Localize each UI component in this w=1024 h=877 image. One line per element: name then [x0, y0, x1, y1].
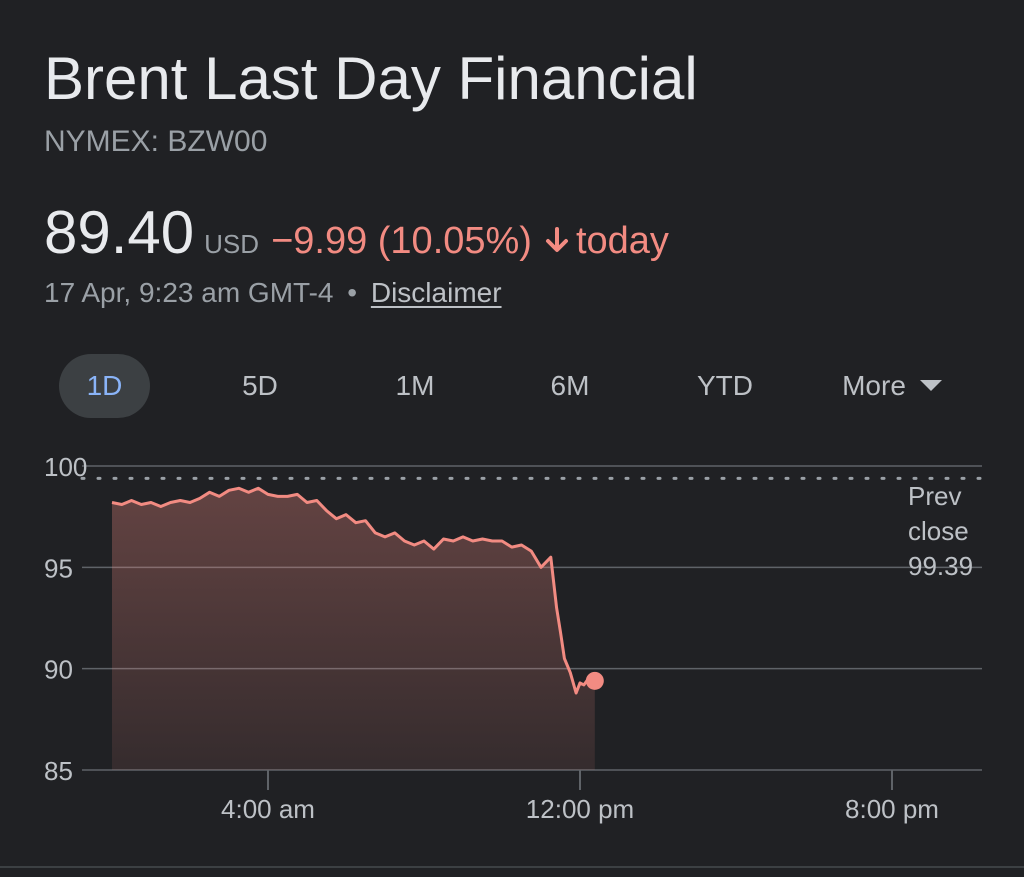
tab-more-label: More [842, 370, 906, 401]
tab-5d-label: 5D [242, 370, 278, 401]
y-tick-label: 100 [44, 452, 87, 482]
dropdown-caret-icon [919, 380, 942, 392]
tab-6m[interactable]: 6M [525, 354, 615, 418]
tab-1m-label: 1M [395, 370, 435, 401]
instrument-title: Brent Last Day Financial [44, 45, 698, 112]
meta-separator: • [347, 277, 358, 308]
tab-5d[interactable]: 5D [215, 354, 305, 418]
tab-ytd-label: YTD [697, 370, 753, 401]
price-row: 89.40 USD −9.99 (10.05%) today [44, 198, 669, 268]
y-tick-label: 90 [44, 655, 73, 685]
currency-label: USD [204, 229, 260, 259]
x-tick-label: 8:00 pm [845, 794, 939, 824]
tab-more[interactable]: More [822, 354, 962, 418]
tab-ytd[interactable]: YTD [675, 354, 775, 418]
tab-1d-label: 1D [86, 370, 123, 401]
price-line [111, 486, 596, 695]
price-change: −9.99 (10.05%) [271, 220, 532, 262]
prev-close-value: 99.39 [908, 551, 973, 581]
current-price-marker [585, 671, 604, 690]
current-price: 89.40 [44, 199, 195, 266]
price-chart[interactable]: 100 95 90 85 4:00 am 12:00 pm 8:00 pm Prev close… [0, 440, 1024, 850]
prev-close-label: close [908, 516, 969, 546]
bottom-divider [0, 866, 1024, 868]
prev-close-label: Prev [908, 481, 961, 511]
price-area [112, 488, 595, 770]
disclaimer-link[interactable]: Disclaimer [370, 277, 502, 308]
time-range-tabs: 1D 5D 1M 6M YTD More [0, 354, 1024, 418]
x-tick-label: 4:00 am [221, 794, 315, 824]
exchange-ticker: NYMEX: BZW00 [44, 125, 268, 158]
quote-timestamp: 17 Apr, 9:23 am GMT-4 [44, 277, 334, 308]
change-period: today [575, 220, 669, 262]
tab-1m[interactable]: 1M [370, 354, 460, 418]
x-tick-label: 12:00 pm [526, 794, 634, 824]
quote-meta: 17 Apr, 9:23 am GMT-4 • Disclaimer [44, 275, 502, 311]
tab-6m-label: 6M [550, 370, 590, 401]
y-tick-label: 95 [44, 553, 73, 583]
tab-1d[interactable]: 1D [59, 354, 150, 418]
y-tick-label: 85 [44, 756, 73, 786]
arrow-down-icon [544, 227, 570, 255]
